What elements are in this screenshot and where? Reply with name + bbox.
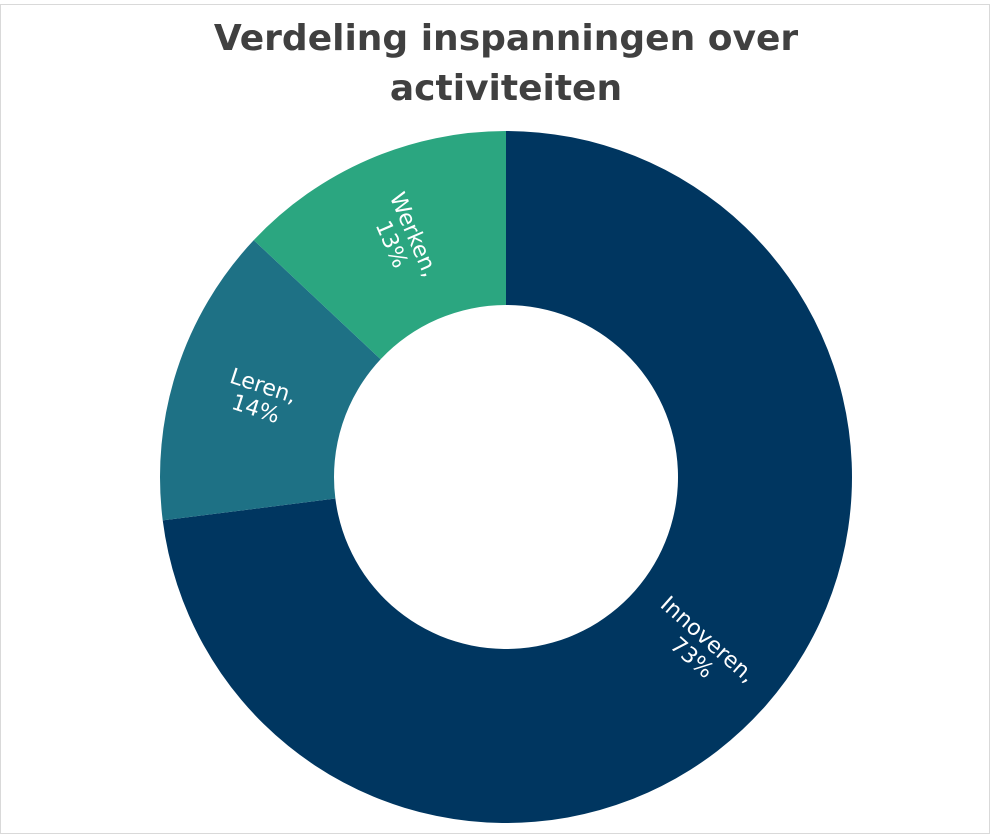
chart-title: activiteiten: [390, 68, 622, 109]
chart-frame: [0, 4, 990, 834]
donut-slice: [162, 131, 852, 823]
chart-title: Verdeling inspanningen over: [214, 18, 799, 59]
donut-slice: [160, 240, 381, 521]
donut-slice: [253, 131, 506, 360]
